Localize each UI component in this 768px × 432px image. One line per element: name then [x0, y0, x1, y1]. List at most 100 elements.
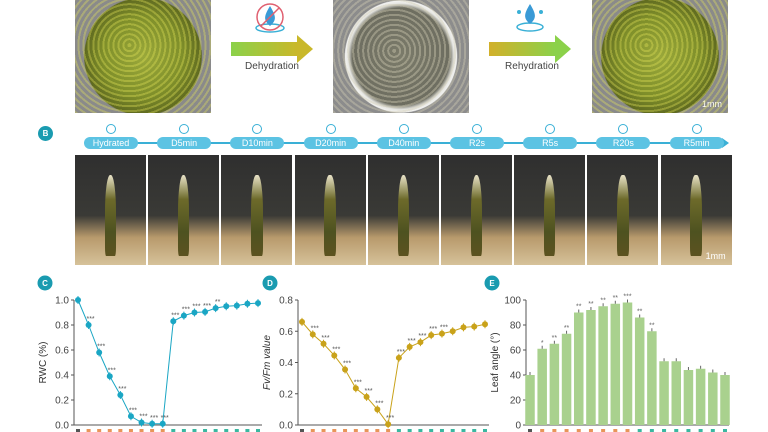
y-tick-label: 0.4	[55, 371, 69, 382]
x-tick-label	[192, 429, 197, 432]
series-line	[77, 299, 259, 425]
data-point	[85, 322, 92, 328]
stage-pill: R5min	[669, 137, 724, 149]
x-tick-label	[723, 429, 727, 432]
x-tick-label	[353, 429, 358, 432]
moss-shoot-photo	[514, 155, 586, 265]
x-tick-label	[343, 429, 348, 432]
significance-label: ***	[86, 316, 94, 323]
x-tick-label	[118, 429, 123, 432]
y-tick-label: 0.8	[55, 321, 69, 332]
bar	[610, 303, 621, 425]
x-tick-label	[86, 429, 91, 432]
moss-shoot-photo	[75, 155, 146, 265]
significance-label: ***	[375, 400, 383, 407]
x-tick-label	[160, 429, 165, 432]
x-tick-label	[649, 429, 654, 432]
x-tick-label	[461, 429, 466, 432]
x-tick-label	[256, 429, 260, 432]
x-tick-label	[588, 429, 593, 432]
significance-label: ***	[623, 294, 631, 301]
moss-shoot-photo	[294, 155, 366, 265]
bar	[683, 370, 694, 425]
significance-label: ***	[364, 388, 372, 395]
significance-label: **	[215, 299, 221, 306]
x-tick-label	[332, 429, 337, 432]
significance-label: ***	[161, 415, 169, 422]
significance-label: ***	[440, 325, 448, 332]
rehydrated-moss-photo: 1mm	[592, 0, 728, 113]
x-tick-label	[375, 429, 380, 432]
panel-label-text: C	[42, 279, 48, 288]
data-point	[138, 419, 145, 426]
panel-label-b: B	[38, 126, 53, 141]
data-point	[117, 392, 124, 398]
moss-shoot-photo	[221, 155, 293, 265]
dehydration-label: Dehydration	[245, 61, 299, 72]
data-point	[202, 308, 209, 315]
data-point	[449, 328, 456, 335]
data-point	[309, 331, 316, 338]
x-tick-label	[613, 429, 618, 432]
x-tick-label	[472, 429, 477, 432]
data-point	[244, 300, 251, 307]
x-tick-label	[203, 429, 208, 432]
x-tick-label	[439, 429, 444, 432]
dehydrated-moss-photo	[333, 0, 469, 113]
significance-label: ***	[343, 361, 351, 368]
data-point	[191, 309, 198, 316]
scale-bar: 1mm	[702, 99, 722, 109]
x-tick-label	[300, 429, 304, 432]
y-axis-label: RWC (%)	[38, 341, 49, 383]
clock-icon	[252, 124, 263, 134]
y-tick-label: 20	[510, 396, 522, 407]
significance-label: ***	[397, 349, 405, 356]
stage-pill: R2s	[450, 137, 504, 149]
bar	[659, 361, 669, 425]
significance-label: ***	[429, 326, 437, 333]
data-point	[363, 393, 370, 400]
data-point	[406, 343, 413, 350]
x-tick-label	[310, 429, 315, 432]
data-point	[233, 302, 240, 309]
y-tick-label: 80	[510, 321, 522, 332]
x-tick-label	[483, 429, 487, 432]
clock-icon	[398, 124, 409, 134]
data-point	[438, 330, 445, 337]
y-axis-label: Fv/Fm value	[262, 335, 273, 390]
bar	[671, 361, 682, 425]
y-tick-label: 1.0	[55, 296, 69, 307]
significance-label: ***	[354, 379, 362, 386]
x-tick-label	[625, 429, 630, 432]
significance-label: ***	[108, 367, 116, 374]
bar	[525, 375, 535, 425]
data-point	[127, 413, 134, 420]
bar	[622, 302, 633, 425]
x-tick-label	[686, 429, 691, 432]
moss-shoot-photo	[367, 155, 439, 265]
hydrated-moss-photo	[75, 0, 211, 113]
data-point	[395, 354, 402, 361]
bar	[634, 317, 645, 425]
x-tick-label	[245, 429, 250, 432]
x-tick-label	[528, 429, 532, 432]
data-point	[352, 385, 359, 392]
clock-icon	[545, 124, 556, 134]
stage-pill: D5min	[157, 137, 212, 149]
bar	[708, 372, 718, 425]
x-tick-label	[321, 429, 326, 432]
stage-pill: R20s	[596, 137, 651, 149]
x-tick-label	[107, 429, 112, 432]
data-point	[385, 421, 392, 428]
bar	[549, 343, 560, 425]
data-point	[482, 321, 488, 328]
panel-label-text: E	[489, 279, 495, 288]
stage-pill: Hydrated	[84, 137, 138, 149]
data-point	[106, 373, 113, 380]
y-tick-label: 40	[510, 371, 522, 382]
x-tick-label	[181, 429, 186, 432]
bar	[695, 368, 706, 425]
significance-label: ***	[192, 304, 200, 311]
panel-label-e	[484, 275, 500, 291]
clock-icon	[691, 124, 702, 134]
